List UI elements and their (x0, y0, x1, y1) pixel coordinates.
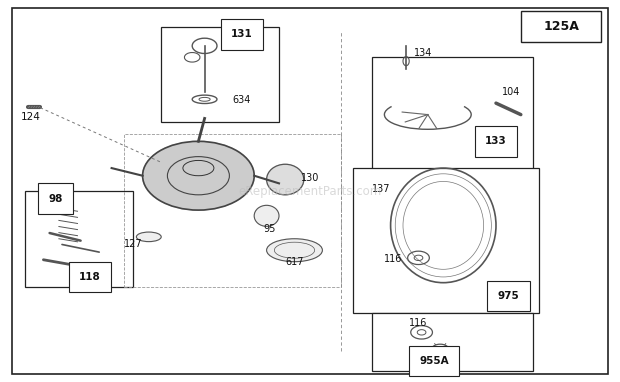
Text: 131: 131 (231, 29, 253, 39)
Text: 95: 95 (264, 224, 276, 234)
Ellipse shape (254, 206, 279, 226)
FancyBboxPatch shape (353, 168, 539, 313)
Text: 955A: 955A (419, 356, 449, 366)
Ellipse shape (267, 164, 304, 195)
FancyBboxPatch shape (372, 313, 533, 371)
Text: 634: 634 (232, 95, 251, 105)
Text: 127: 127 (124, 240, 143, 249)
Text: 130: 130 (301, 173, 319, 183)
Text: 124: 124 (21, 112, 41, 121)
Text: 134: 134 (414, 49, 433, 58)
Text: 975: 975 (497, 291, 520, 301)
Text: eReplacementParts.com: eReplacementParts.com (238, 185, 382, 197)
FancyBboxPatch shape (12, 8, 608, 374)
Text: 617: 617 (285, 257, 304, 267)
FancyBboxPatch shape (521, 11, 601, 42)
Text: 98: 98 (48, 194, 63, 204)
FancyBboxPatch shape (372, 57, 533, 172)
FancyBboxPatch shape (161, 27, 279, 122)
Text: 104: 104 (502, 87, 521, 97)
Text: 125A: 125A (543, 20, 579, 33)
Text: 118: 118 (79, 272, 101, 282)
Ellipse shape (136, 232, 161, 242)
FancyBboxPatch shape (25, 191, 133, 286)
Ellipse shape (267, 239, 322, 262)
Text: 137: 137 (372, 184, 391, 194)
Ellipse shape (143, 141, 254, 210)
Text: 133: 133 (485, 136, 507, 146)
Text: 116: 116 (409, 318, 428, 328)
Text: 116: 116 (384, 254, 403, 264)
